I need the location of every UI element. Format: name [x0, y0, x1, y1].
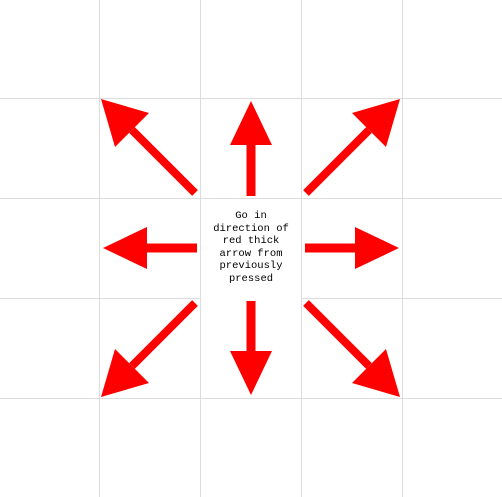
grid-cell[interactable] — [0, 299, 100, 399]
grid-cell[interactable] — [100, 0, 201, 99]
grid-cell[interactable] — [403, 399, 502, 497]
arrow-right-icon[interactable] — [305, 227, 399, 269]
grid-cell[interactable] — [201, 399, 302, 497]
grid-cell[interactable] — [403, 299, 502, 399]
arrow-up-icon[interactable] — [230, 101, 272, 196]
grid-cell[interactable] — [201, 0, 302, 99]
grid-cell[interactable] — [0, 0, 100, 99]
grid-cell[interactable] — [0, 399, 100, 497]
grid-cell[interactable] — [0, 99, 100, 199]
grid-cell[interactable] — [100, 399, 201, 497]
instruction-text: Go in direction of red thick arrow from … — [201, 199, 301, 299]
grid-cell[interactable] — [302, 0, 403, 99]
grid-cell[interactable] — [403, 99, 502, 199]
grid-cell[interactable] — [0, 199, 100, 299]
arrow-down-left-icon[interactable] — [101, 300, 198, 397]
grid-cell[interactable] — [403, 199, 502, 299]
arrow-down-icon[interactable] — [230, 301, 272, 395]
grid-cell[interactable] — [302, 399, 403, 497]
grid-cell[interactable] — [403, 0, 502, 99]
arrow-up-left-icon[interactable] — [101, 99, 198, 196]
arrow-left-icon[interactable] — [103, 227, 197, 269]
arrow-up-right-icon[interactable] — [303, 99, 400, 196]
arrow-down-right-icon[interactable] — [303, 300, 400, 397]
